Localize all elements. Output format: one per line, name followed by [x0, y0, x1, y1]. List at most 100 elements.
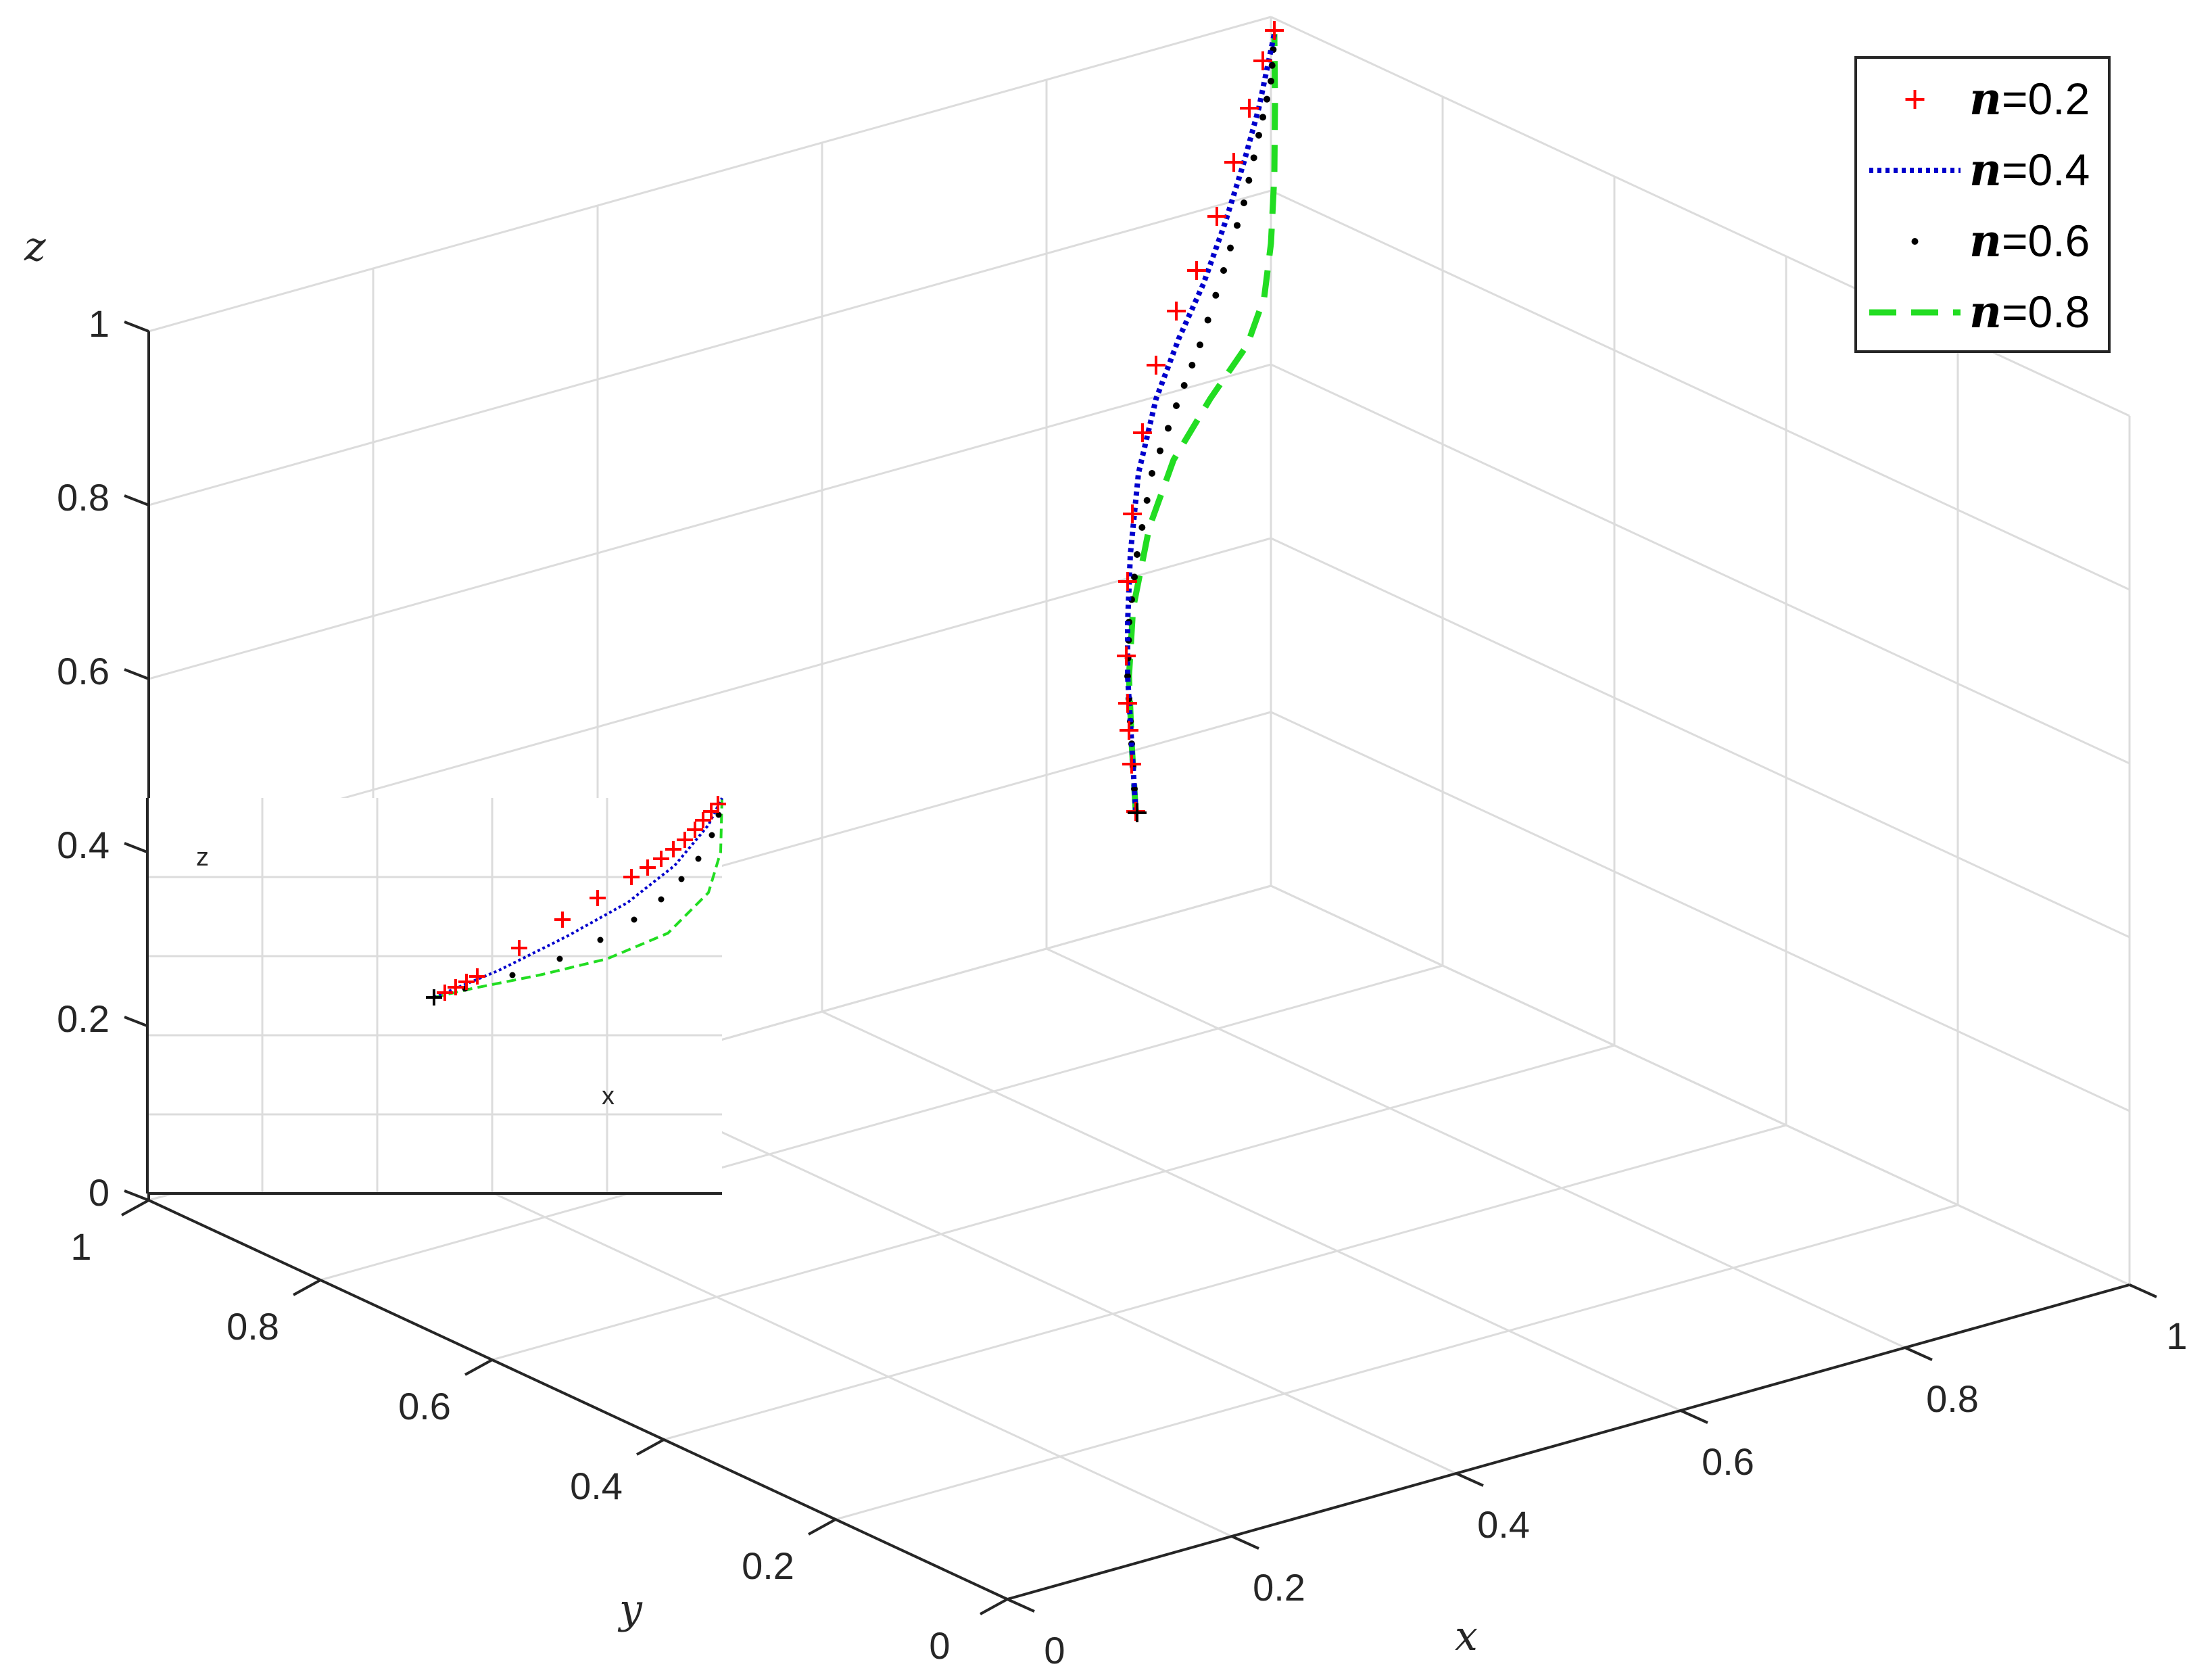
series-n02-marker [1122, 755, 1141, 774]
x-tick-label: 1 [2166, 1315, 2187, 1357]
x-tick-label: 0.6 [1702, 1440, 1754, 1483]
x-axis-label: x [1455, 1613, 1478, 1660]
grid-line [663, 1124, 1787, 1441]
series-n06-point [1234, 222, 1241, 229]
legend-entry-value: =0.4 [2002, 145, 2090, 195]
inset-n02-marker [469, 968, 485, 985]
series-n06-point [1197, 341, 1203, 348]
legend-marker [1905, 90, 1925, 109]
series-n06-point [1173, 402, 1180, 409]
z-tick-label: 0.2 [57, 997, 110, 1040]
inset-n02-marker [511, 940, 527, 956]
x-tick-label: 0.4 [1477, 1503, 1530, 1546]
series-n06-point [1268, 62, 1276, 69]
x-tick [2129, 1283, 2157, 1298]
series-n06-point [1180, 382, 1188, 389]
legend-entry-value: =0.8 [2002, 287, 2090, 337]
series-n06-point [1157, 447, 1163, 454]
grid-line [1270, 537, 2130, 939]
inset-n06-point [597, 937, 604, 943]
y-tick [121, 1199, 149, 1216]
x-tick-label: 0.2 [1253, 1566, 1305, 1609]
inset-n02-marker [695, 812, 711, 828]
inset-n02-marker [458, 974, 475, 990]
inset-n02-marker [623, 869, 640, 885]
y-tick [464, 1358, 493, 1376]
z-tick-label: 0.4 [57, 824, 110, 866]
legend: n=0.2n=0.4n=0.6n=0.8 [1854, 56, 2111, 353]
grid-line [821, 1010, 1681, 1412]
tick-labels: 0 0.2 0.4 0.6 0.8 1 0 0.2 0.4 0.6 0.8 1 0 0.2 0.4 0.6 0.… [57, 302, 2187, 1672]
x-tick [1680, 1409, 1708, 1424]
x-tick-label: 0 [1044, 1629, 1065, 1672]
grid-line [1270, 189, 2130, 591]
legend-entry: n=0.2 [1969, 72, 2090, 125]
legend-entry: n=0.8 [1969, 285, 2090, 338]
series-n06-point [1220, 267, 1227, 274]
inset-n06-point [509, 972, 516, 978]
z-tick [124, 1189, 149, 1202]
series-n02-marker [1224, 153, 1243, 172]
x-tick [1904, 1346, 1933, 1361]
series-n02-marker [1118, 572, 1137, 591]
grid-line [148, 189, 1272, 506]
legend-box [1854, 56, 2111, 353]
axis-labels: x y z [24, 223, 1478, 1660]
grid-line [597, 1073, 1457, 1475]
y-tick-label: 1 [70, 1225, 91, 1268]
y-tick-label: 0.2 [742, 1544, 794, 1587]
grid-line [148, 363, 1272, 680]
series-n06-point [1134, 551, 1140, 558]
legend-entry-value: =0.6 [2002, 216, 2090, 266]
inset-n02-marker [665, 841, 681, 857]
y-tick-label: 0.6 [398, 1385, 451, 1427]
inset-n06-point [678, 876, 685, 882]
z-tick [124, 321, 149, 333]
legend-marker [1911, 238, 1919, 245]
y-tick [636, 1438, 665, 1456]
series-n06-point [1241, 199, 1247, 206]
y-tick-label: 0 [929, 1624, 950, 1667]
legend-entry-symbol: n [1969, 285, 2002, 338]
grid-line [1270, 711, 2130, 1112]
inset-n06-point [715, 811, 722, 818]
series-n02-marker [1120, 721, 1138, 740]
inset-n06-point [695, 855, 702, 862]
series-n06-point [1259, 114, 1266, 121]
series-n06-point [1143, 497, 1151, 504]
series-n06-point [1255, 132, 1262, 139]
z-axis-label: z [24, 223, 46, 270]
grid-line [1270, 363, 2130, 765]
inset-x-label: x [602, 1082, 615, 1110]
series-n06-point [1138, 524, 1146, 531]
inset-z-label: z [196, 843, 209, 872]
z-tick-label: 1 [89, 302, 110, 345]
inset-n02-marker [437, 985, 453, 1001]
x-tick [1456, 1472, 1484, 1487]
series-n06-point [1245, 176, 1253, 184]
legend-entry: n=0.4 [1969, 143, 2090, 196]
inset-n02-marker [640, 859, 656, 876]
inset-n06-point [631, 916, 638, 923]
inset-n02-marker [710, 796, 726, 812]
series-n04-line [1125, 33, 1277, 812]
inset-n02-marker [677, 832, 693, 848]
series-n02-marker [1123, 504, 1142, 523]
series-n06-point [1227, 244, 1234, 252]
series-n02-marker [1117, 646, 1136, 665]
grid-line [320, 964, 1443, 1281]
grid-line [1046, 947, 1906, 1349]
grid-line [1270, 884, 2130, 1286]
inset-n02-marker [590, 890, 606, 906]
z-tick-label: 0 [89, 1171, 110, 1214]
inset-n04-line [433, 797, 723, 999]
z-tick [124, 842, 149, 854]
legend-entry-symbol: n [1969, 143, 2002, 196]
legend-entry: n=0.6 [1969, 214, 2090, 267]
series-n06-point [1264, 95, 1270, 103]
series-n02-marker [1240, 99, 1259, 118]
series-n02-marker [1265, 21, 1284, 40]
series-n06-point [1204, 316, 1211, 324]
inset-n08-line [433, 797, 723, 999]
series-n02-marker [1207, 207, 1226, 226]
